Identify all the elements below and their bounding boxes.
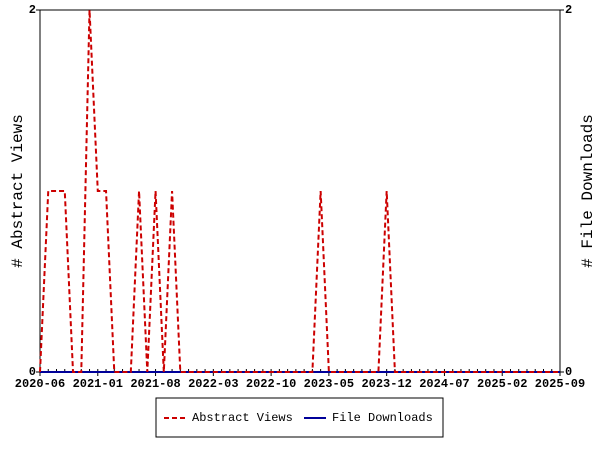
y2-axis-title: # File Downloads (579, 114, 597, 268)
x-tick-label: 2024-07 (419, 377, 469, 391)
x-tick-label: 2020-06 (15, 377, 65, 391)
y2-tick-label: 0 (565, 365, 572, 379)
line-series (39, 9, 560, 373)
x-tick-label: 2025-09 (535, 377, 585, 391)
plot-area (39, 9, 561, 373)
x-tick-label: 2025-02 (477, 377, 527, 391)
y-axis-title: # Abstract Views (9, 114, 27, 268)
x-tick-label: 2021-08 (130, 377, 180, 391)
x-tick-label: 2023-05 (304, 377, 354, 391)
y-tick-label: 0 (29, 365, 36, 379)
legend-label: File Downloads (332, 411, 433, 425)
y-tick-label: 2 (29, 3, 36, 17)
legend-label: Abstract Views (192, 411, 293, 425)
x-tick-label: 2022-03 (188, 377, 238, 391)
x-tick-label: 2023-12 (361, 377, 411, 391)
x-tick-label: 2021-01 (73, 377, 123, 391)
legend (155, 397, 444, 438)
x-tick-label: 2022-10 (246, 377, 296, 391)
y2-tick-label: 2 (565, 3, 572, 17)
